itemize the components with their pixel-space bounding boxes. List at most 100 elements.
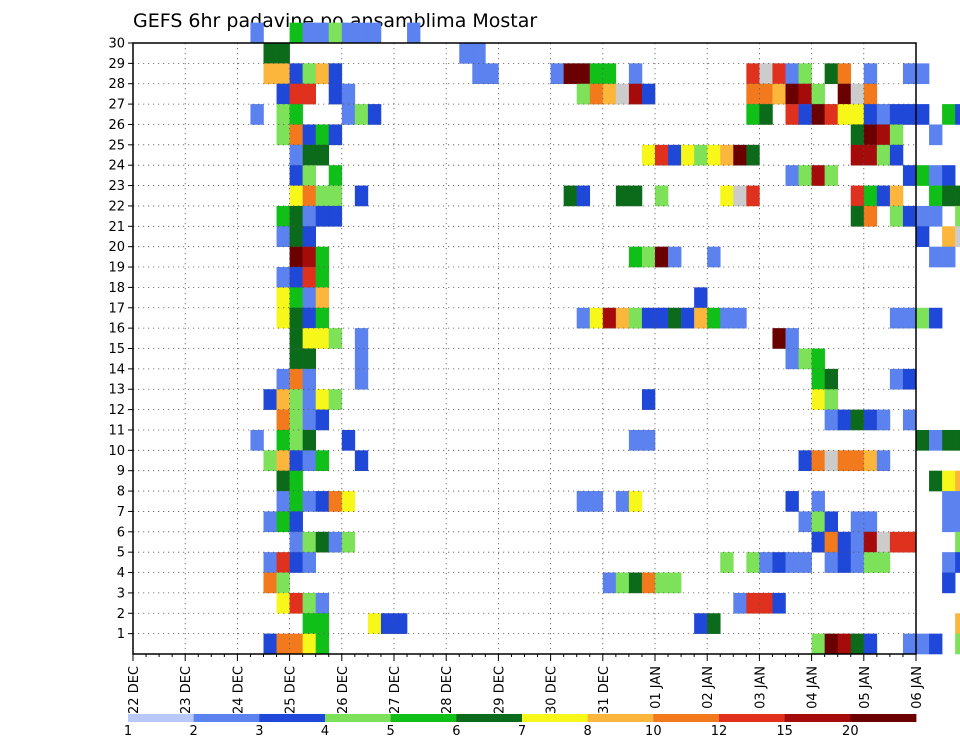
heatmap-cell	[602, 83, 617, 105]
heatmap-cell	[916, 63, 930, 85]
heatmap-cell	[929, 633, 943, 655]
heatmap-cell	[876, 531, 891, 553]
heatmap-cell	[615, 185, 630, 207]
y-tick-label: 23	[108, 179, 125, 194]
heatmap-cell	[811, 389, 825, 410]
heatmap-cell	[302, 613, 316, 634]
heatmap-cell	[850, 552, 865, 573]
heatmap-cell	[263, 552, 277, 573]
heatmap-cell	[668, 246, 682, 268]
heatmap-cell	[837, 633, 852, 655]
heatmap-cell	[863, 185, 878, 207]
heatmap-cell	[315, 307, 330, 329]
heatmap-cell	[876, 144, 891, 166]
heatmap-cell	[863, 104, 878, 125]
heatmap-cell	[824, 63, 838, 85]
heatmap-cell	[472, 43, 486, 64]
x-axis: 22 DEC 23 DEC 24 DEC 25 DEC 26 DEC 27 DEC 28 D…	[127, 654, 925, 714]
heatmap-cell	[328, 165, 343, 186]
heatmap-cell	[955, 511, 960, 533]
heatmap-cell	[955, 531, 960, 553]
heatmap-cell	[563, 63, 577, 85]
heatmap-cell	[707, 246, 721, 268]
heatmap-cell	[824, 165, 838, 186]
heatmap-cell	[641, 246, 656, 268]
x-tick-label: 23 DEC	[179, 666, 194, 714]
heatmap-cell	[811, 491, 825, 512]
heatmap-cell	[354, 328, 369, 349]
heatmap-cell	[354, 22, 369, 44]
heatmap-cell	[942, 226, 956, 247]
heatmap-cell	[655, 307, 669, 329]
colorbar-swatch	[456, 714, 523, 722]
heatmap-cell	[263, 389, 277, 410]
colorbar-label: 5	[387, 724, 395, 739]
heatmap-cell	[733, 307, 747, 329]
heatmap-cell	[929, 246, 943, 268]
heatmap-cell	[902, 368, 917, 390]
colorbar-legend: 1 2 3 4 5 6 7 8 10 12 15 20	[124, 714, 917, 739]
heatmap-cell	[302, 592, 316, 614]
heatmap-cell	[263, 633, 277, 655]
heatmap-cell	[315, 144, 330, 166]
heatmap-cell	[929, 124, 943, 146]
colorbar-label: 3	[255, 724, 263, 739]
heatmap-cell	[302, 389, 316, 410]
heatmap-cell	[772, 552, 786, 573]
heatmap-cell	[315, 531, 330, 553]
heatmap-cell	[811, 531, 825, 553]
y-tick-label: 22	[108, 199, 125, 214]
heatmap-cell	[902, 633, 917, 655]
heatmap-cell	[341, 83, 356, 105]
y-tick-label: 5	[117, 546, 125, 561]
heatmap-cell	[328, 205, 343, 227]
heatmap-cell	[302, 185, 316, 207]
heatmap-cell	[276, 389, 290, 410]
heatmap-cell	[263, 511, 277, 533]
heatmap-cell	[315, 124, 330, 146]
heatmap-cell	[655, 246, 669, 268]
heatmap-cell	[720, 307, 734, 329]
heatmap-cell	[759, 552, 773, 573]
heatmap-cell	[276, 491, 290, 512]
heatmap-cell	[328, 185, 343, 207]
heatmap-cell	[276, 307, 290, 329]
heatmap-cell	[472, 63, 486, 85]
heatmap-cell	[707, 613, 721, 634]
heatmap-cell	[315, 592, 330, 614]
heatmap-cell	[707, 144, 721, 166]
y-tick-label: 14	[108, 362, 125, 377]
heatmap-cell	[746, 83, 760, 105]
heatmap-cell	[602, 572, 617, 594]
heatmap-cell	[315, 491, 330, 512]
heatmap-cell	[628, 83, 643, 105]
x-tick-label: 24 DEC	[231, 666, 246, 714]
heatmap-cell	[824, 633, 838, 655]
heatmap-cell	[315, 22, 330, 44]
y-tick-label: 17	[108, 301, 125, 316]
heatmap-cell	[302, 409, 316, 431]
heatmap-cell	[850, 531, 865, 553]
heatmap-cell	[759, 104, 773, 125]
heatmap-cell	[315, 267, 330, 288]
heatmap-cell	[485, 63, 499, 85]
heatmap-cell	[824, 409, 838, 431]
x-tick-label: 31 DEC	[597, 666, 612, 714]
heatmap-cell	[942, 429, 956, 451]
y-tick-label: 4	[117, 566, 125, 581]
heatmap-cell	[615, 83, 630, 105]
heatmap-cell	[328, 83, 343, 105]
heatmap-cell	[746, 185, 760, 207]
heatmap-cell	[942, 104, 956, 125]
heatmap-cell	[276, 63, 290, 85]
heatmap-cell	[328, 491, 343, 512]
heatmap-cell	[276, 287, 290, 309]
heatmap-cell	[733, 592, 747, 614]
heatmap-cell	[302, 531, 316, 553]
heatmap-cell	[811, 83, 825, 105]
heatmap-cell	[902, 409, 917, 431]
heatmap-cell	[589, 63, 604, 85]
heatmap-cell	[889, 104, 904, 125]
heatmap-cell	[863, 144, 878, 166]
heatmap-cell	[328, 531, 343, 553]
